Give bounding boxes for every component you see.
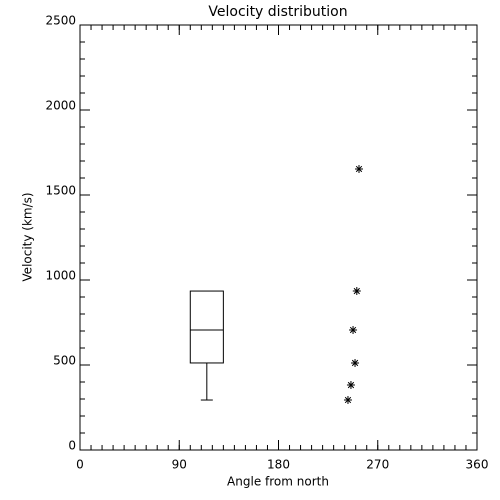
y-tick-label: 500 <box>53 354 76 368</box>
x-axis-label: Angle from north <box>227 475 329 489</box>
y-tick-label: 1000 <box>45 269 76 283</box>
plot-frame <box>79 24 478 451</box>
x-tick-label: 90 <box>172 458 187 472</box>
asterisk-point <box>355 164 364 173</box>
y-tick-label: 2500 <box>45 14 76 28</box>
asterisk-point <box>349 325 358 334</box>
asterisk-point <box>346 381 355 390</box>
asterisk-point <box>352 287 361 296</box>
x-tick-label: 0 <box>76 458 84 472</box>
y-tick-label: 2000 <box>45 99 76 113</box>
chart-title: Velocity distribution <box>208 4 347 20</box>
asterisk-point <box>343 396 352 405</box>
y-tick-label: 0 <box>68 439 76 453</box>
x-tick-label: 360 <box>466 458 489 472</box>
asterisk-point <box>351 358 360 367</box>
x-tick-label: 180 <box>267 458 290 472</box>
y-tick-label: 1500 <box>45 184 76 198</box>
x-tick-label: 270 <box>366 458 389 472</box>
y-axis-label: Velocity (km/s) <box>21 192 35 281</box>
box <box>189 290 224 364</box>
